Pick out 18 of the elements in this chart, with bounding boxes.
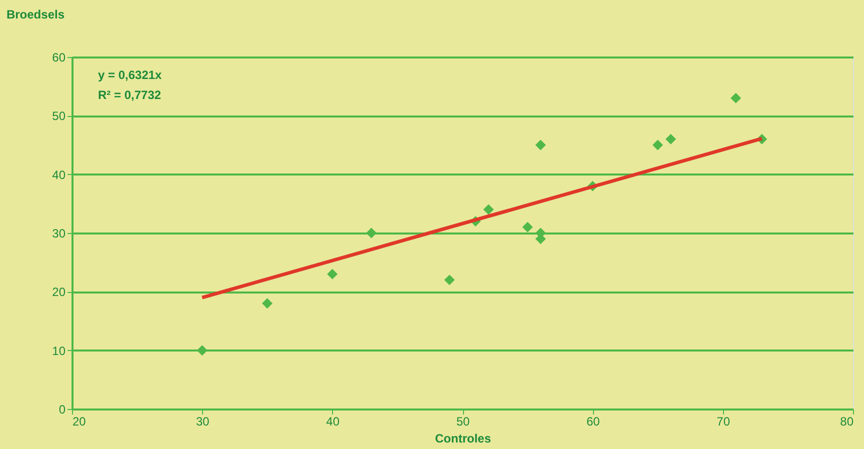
x-axis-title: Controles xyxy=(434,432,492,446)
x-tick-label: 20 xyxy=(72,414,86,428)
y-tick-label: 60 xyxy=(52,50,66,64)
y-tick-label: 10 xyxy=(52,344,66,358)
x-tick-label: 40 xyxy=(326,414,340,428)
y-axis-title: Broedsels xyxy=(6,8,65,22)
y-tick-label: 50 xyxy=(52,109,66,124)
x-tick-label: 80 xyxy=(840,414,854,428)
x-tick-label: 60 xyxy=(586,414,600,428)
annotation: y = 0,6321x xyxy=(98,68,162,82)
annotation: R² = 0,7732 xyxy=(98,88,162,102)
x-tick-label: 50 xyxy=(456,414,470,428)
y-tick-label: 20 xyxy=(52,285,66,300)
y-tick-label: 30 xyxy=(52,226,66,240)
y-tick-label: 0 xyxy=(58,402,66,416)
x-tick-label: 30 xyxy=(196,414,210,428)
y-tick-label: 40 xyxy=(52,168,66,182)
x-tick-label: 70 xyxy=(716,414,730,428)
